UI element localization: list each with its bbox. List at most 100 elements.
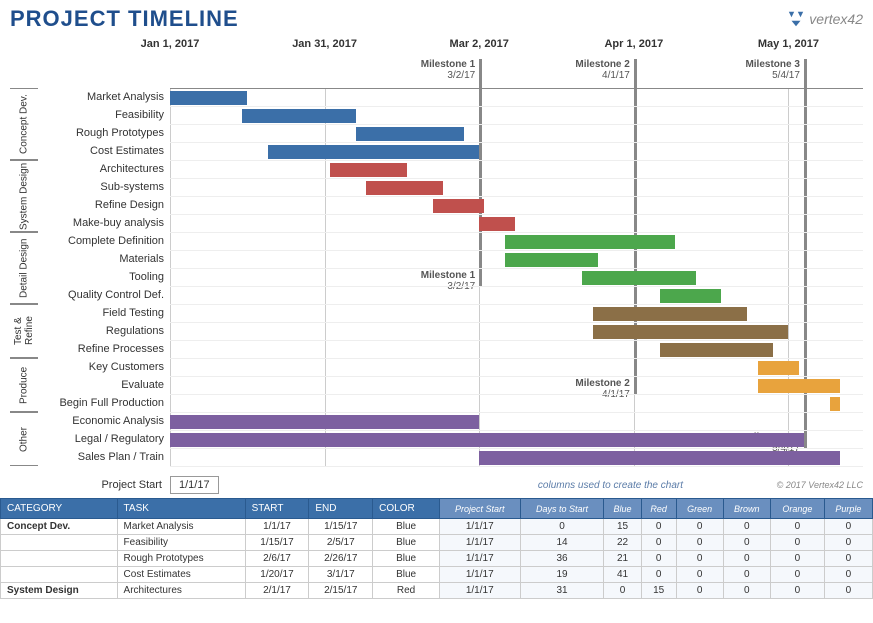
gantt-bar [479, 451, 840, 465]
table-cell: 0 [723, 535, 770, 551]
task-label: Complete Definition [40, 232, 164, 250]
table-cell: 1/15/17 [245, 535, 309, 551]
gantt-bar [433, 199, 485, 213]
table-cell: 1/1/17 [439, 535, 520, 551]
task-label: Architectures [40, 160, 164, 178]
bar-row [170, 413, 863, 431]
axis-tick: May 1, 2017 [758, 38, 819, 50]
table-cell: 1/1/17 [439, 583, 520, 599]
gantt-bar [593, 325, 789, 339]
axis-tick: Jan 1, 2017 [141, 38, 200, 50]
table-header: END [309, 499, 373, 519]
bar-row [170, 125, 863, 143]
table-cell: 0 [641, 535, 676, 551]
task-label: Economic Analysis [40, 412, 164, 430]
task-label: Materials [40, 250, 164, 268]
table-cell: 2/15/17 [309, 583, 373, 599]
table-sub-header: Days to Start [520, 499, 604, 519]
gantt-bars: Milestone 13/2/17Milestone 24/1/17Milest… [170, 88, 863, 466]
table-cell: 0 [723, 583, 770, 599]
table-cell: 0 [824, 567, 872, 583]
task-label: Sales Plan / Train [40, 448, 164, 466]
task-label: Refine Processes [40, 340, 164, 358]
table-cell: 1/20/17 [245, 567, 309, 583]
logo-icon [787, 10, 805, 28]
bar-row [170, 323, 863, 341]
table-cell: Rough Prototypes [117, 551, 245, 567]
table-cell: 22 [604, 535, 641, 551]
task-label: Make-buy analysis [40, 214, 164, 232]
phase-label: Detail Design [10, 232, 38, 304]
table-cell: 36 [520, 551, 604, 567]
table-cell: 0 [771, 567, 825, 583]
phase-labels: Concept Dev.System DesignDetail DesignTe… [10, 88, 40, 466]
gantt-bar [593, 307, 748, 321]
table-cell: 19 [520, 567, 604, 583]
table-cell: Blue [373, 567, 440, 583]
gantt-bar [170, 91, 247, 105]
gantt-bar [758, 379, 840, 393]
gantt-bar [330, 163, 407, 177]
table-cell: 14 [520, 535, 604, 551]
task-labels: Market AnalysisFeasibilityRough Prototyp… [40, 88, 170, 466]
phase-label: Other [10, 412, 38, 466]
bar-row [170, 251, 863, 269]
table-cell: 41 [604, 567, 641, 583]
task-label: Sub-systems [40, 178, 164, 196]
table-cell: 2/6/17 [245, 551, 309, 567]
gantt-bar [479, 217, 515, 231]
bar-row [170, 161, 863, 179]
table-cell: 0 [824, 551, 872, 567]
table-cell: 0 [824, 535, 872, 551]
bar-row [170, 269, 863, 287]
table-cell: 2/5/17 [309, 535, 373, 551]
table-cell: 0 [676, 567, 723, 583]
table-header: CATEGORY [1, 499, 118, 519]
gantt-bar [366, 181, 443, 195]
bar-row [170, 107, 863, 125]
axis-tick: Jan 31, 2017 [292, 38, 357, 50]
task-label: Legal / Regulatory [40, 430, 164, 448]
table-cell: 31 [520, 583, 604, 599]
table-row: Rough Prototypes2/6/172/26/17Blue1/1/173… [1, 551, 873, 567]
table-cell: 3/1/17 [309, 567, 373, 583]
table-cell: 1/1/17 [439, 519, 520, 535]
table-cell: 0 [723, 519, 770, 535]
bar-row [170, 449, 863, 467]
bar-row [170, 233, 863, 251]
table-cell: Market Analysis [117, 519, 245, 535]
table-cell: System Design [1, 583, 118, 599]
phase-label: System Design [10, 160, 38, 232]
axis-dates: Jan 1, 2017Jan 31, 2017Mar 2, 2017Apr 1,… [170, 38, 863, 58]
bar-row [170, 431, 863, 449]
milestone-label: Milestone 35/4/17 [742, 59, 800, 81]
task-label: Rough Prototypes [40, 124, 164, 142]
table-cell: 0 [824, 519, 872, 535]
task-label: Evaluate [40, 376, 164, 394]
gantt-chart: Jan 1, 2017Jan 31, 2017Mar 2, 2017Apr 1,… [0, 38, 873, 476]
bar-row [170, 179, 863, 197]
table-sub-header: Red [641, 499, 676, 519]
table-cell [1, 535, 118, 551]
table-cell: Red [373, 583, 440, 599]
gantt-bar [758, 361, 799, 375]
axis-tick: Mar 2, 2017 [450, 38, 509, 50]
table-row: Feasibility1/15/172/5/17Blue1/1/17142200… [1, 535, 873, 551]
table-sub-header: Brown [723, 499, 770, 519]
milestone-label: Milestone 13/2/17 [417, 59, 475, 81]
gantt-bar [170, 415, 479, 429]
gantt-bar [268, 145, 479, 159]
table-row: Cost Estimates1/20/173/1/17Blue1/1/17194… [1, 567, 873, 583]
table-cell: 0 [771, 551, 825, 567]
page-title: PROJECT TIMELINE [10, 6, 239, 32]
task-label: Market Analysis [40, 88, 164, 106]
milestone-label: Milestone 24/1/17 [572, 59, 630, 81]
bar-row [170, 305, 863, 323]
table-cell: 0 [676, 583, 723, 599]
task-label: Tooling [40, 268, 164, 286]
bar-row [170, 359, 863, 377]
table-cell: 0 [641, 519, 676, 535]
table-cell: 15 [604, 519, 641, 535]
task-label: Refine Design [40, 196, 164, 214]
task-label: Field Testing [40, 304, 164, 322]
